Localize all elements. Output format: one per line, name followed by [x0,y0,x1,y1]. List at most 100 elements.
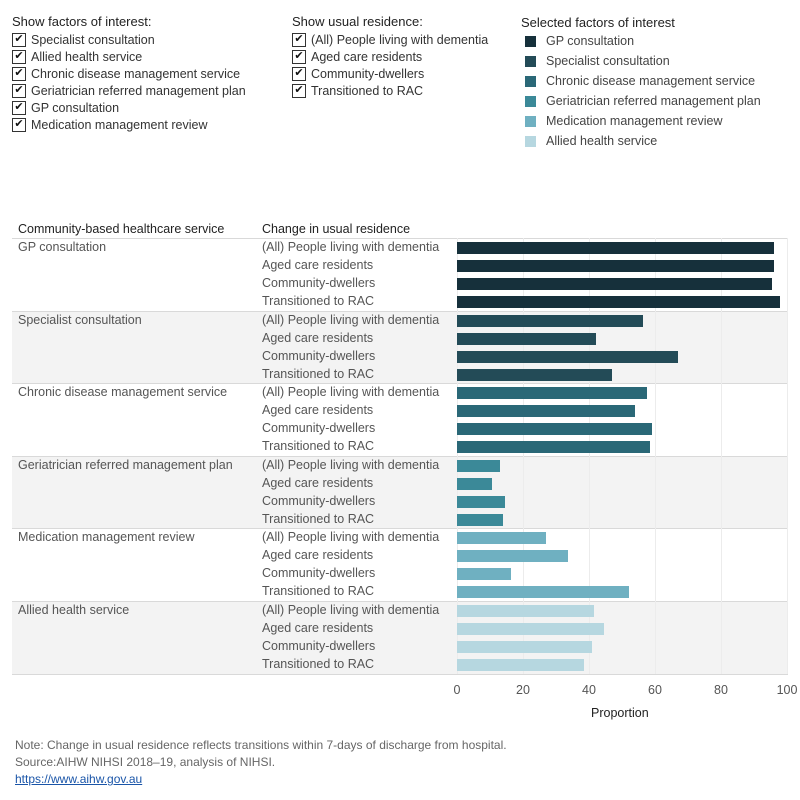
residence-label: Community-dwellers [262,348,376,363]
x-axis-title: Proportion [591,706,649,720]
bar [457,495,505,508]
factor-checkbox-label: Allied health service [31,49,143,64]
residence-label: Transitioned to RAC [262,657,375,671]
checkbox-icon[interactable]: ✔ [12,83,26,98]
group-separator [12,673,788,675]
residence-label: Transitioned to RAC [262,511,375,526]
legend-title: Selected factors of interest [521,15,675,30]
legend-item: Allied health service [525,132,657,150]
x-tick-label: 60 [648,683,662,697]
residence-label: Community-dwellers [262,276,376,290]
residence-label: (All) People living with dementia [262,603,440,617]
checkbox-icon[interactable]: ✔ [12,49,26,64]
residence-label: Aged care residents [262,548,374,563]
legend-label: Geriatrician referred management plan [546,94,761,108]
legend-item: Chronic disease management service [525,72,755,90]
residence-label: Community-dwellers [262,566,376,581]
residence-label: Aged care residents [262,621,374,635]
factor-checkbox-item[interactable]: ✔ Geriatrician referred management plan [12,82,246,99]
factor-checkbox-item[interactable]: ✔ Specialist consultation [12,31,155,48]
bar [457,368,613,381]
aihw-link[interactable]: https://www.aihw.gov.au [15,772,143,786]
x-tick-label: 100 [776,683,798,697]
residence-checkbox-item[interactable]: ✔ (All) People living with dementia [292,31,488,48]
bar [457,641,593,653]
checkbox-icon[interactable]: ✔ [292,49,306,64]
factor-checkbox-item[interactable]: ✔ GP consultation [12,99,119,116]
checkbox-icon[interactable]: ✔ [292,32,306,47]
x-tick-label: 20 [516,683,530,697]
legend-item: Medication management review [525,112,722,130]
checkbox-icon[interactable]: ✔ [12,66,26,81]
group-band [12,601,788,674]
source-note: Source:AIHW NIHSI 2018–19, analysis of N… [15,755,276,769]
residence-label: Community-dwellers [262,421,376,436]
residence-label: Aged care residents [262,403,374,418]
checkbox-icon[interactable]: ✔ [292,83,306,98]
bar [457,568,512,581]
legend-label: Medication management review [546,114,723,128]
service-label: GP consultation [18,240,107,254]
residence-label: Aged care residents [262,475,374,490]
residence-checkbox-item[interactable]: ✔ Transitioned to RAC [292,82,423,99]
checkbox-icon[interactable]: ✔ [12,32,26,47]
residence-label: (All) People living with dementia [262,240,440,254]
service-label: Geriatrician referred management plan [18,457,233,472]
service-label: Specialist consultation [18,312,142,327]
bar [457,532,547,545]
bar [457,260,774,272]
bar [457,441,651,454]
x-gridline [589,238,590,674]
group-separator [12,238,788,239]
residence-checkbox-item[interactable]: ✔ Community-dwellers [292,65,424,82]
x-tick-label: 0 [453,683,461,697]
x-gridline [457,238,458,674]
checkbox-icon[interactable]: ✔ [292,66,306,81]
checkbox-icon[interactable]: ✔ [12,100,26,115]
residence-label: Aged care residents [262,330,374,345]
service-label: Medication management review [18,530,195,545]
x-gridline [787,238,788,674]
residence-column-header: Change in usual residence [262,222,411,236]
service-column-header: Community-based healthcare service [18,222,225,236]
bar [457,623,604,635]
x-gridline [721,238,722,674]
factor-checkbox-label: Chronic disease management service [31,66,241,81]
group-separator [12,455,788,457]
legend-swatch [525,35,536,47]
bar [457,278,773,290]
service-label: Allied health service [18,603,130,617]
residence-checkbox-item[interactable]: ✔ Aged care residents [292,48,422,65]
bar [457,314,644,327]
factor-checkbox-item[interactable]: ✔ Allied health service [12,48,142,65]
residence-label: Transitioned to RAC [262,439,375,454]
group-band [12,310,788,384]
legend-label: Allied health service [546,134,658,148]
legend-item: GP consultation [525,32,634,50]
group-separator [12,383,788,385]
bar [457,405,636,418]
bar [457,387,647,400]
bar [457,423,652,436]
bar [457,350,679,363]
bar [457,513,504,526]
group-separator [12,601,788,602]
factor-checkbox-item[interactable]: ✔ Chronic disease management service [12,65,240,82]
legend-swatch [525,75,536,87]
residence-label: (All) People living with dementia [262,530,440,545]
x-gridline [523,238,524,674]
legend-swatch [525,55,536,67]
residence-label: (All) People living with dementia [262,385,440,400]
x-tick-label: 80 [714,683,728,697]
bar [457,550,568,563]
residence-label: Community-dwellers [262,639,376,653]
residence-filter-title: Show usual residence: [292,14,423,29]
legend-label: Chronic disease management service [546,74,756,88]
bar [457,459,500,472]
checkbox-icon[interactable]: ✔ [12,117,26,132]
residence-label: Transitioned to RAC [262,294,375,308]
residence-checkbox-label: Aged care residents [311,49,423,64]
legend-swatch [525,135,536,147]
footnote: Note: Change in usual residence reflects… [15,738,507,752]
factor-checkbox-item[interactable]: ✔ Medication management review [12,116,207,133]
